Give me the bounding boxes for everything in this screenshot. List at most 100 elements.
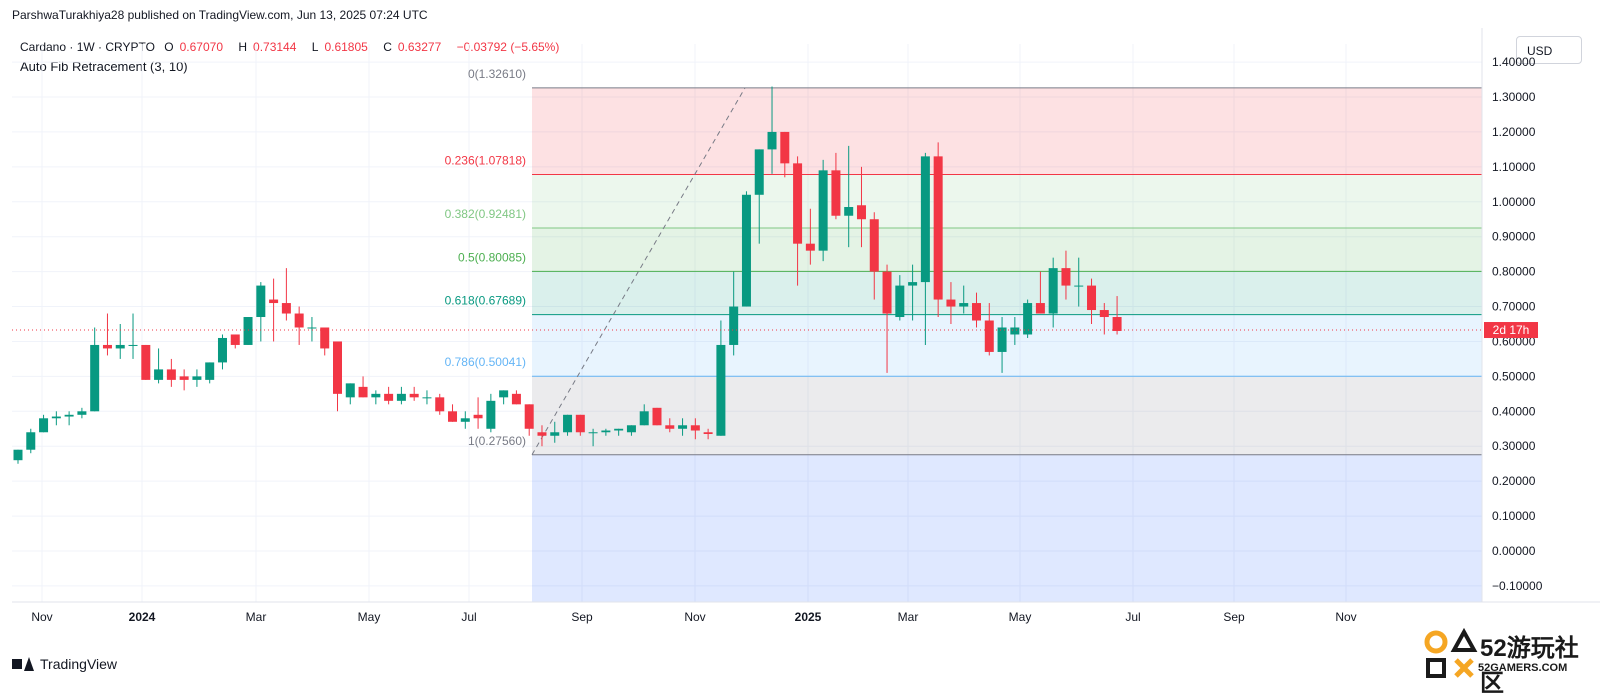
candle-body [1048, 268, 1058, 314]
candle-body [972, 303, 981, 321]
candle-body [601, 430, 611, 433]
candle-body [448, 411, 458, 422]
candle-body [409, 393, 419, 398]
tradingview-logo-text: TradingView [40, 656, 118, 672]
candle-body [537, 432, 547, 436]
candle-body [217, 337, 227, 363]
candle-body [908, 282, 918, 286]
candle [1099, 303, 1109, 335]
price-chart[interactable]: 0(1.32610) 0.236(1.07818) 0.382(0.92481) 0.… [0, 0, 1600, 684]
candle [831, 152, 841, 220]
candle [13, 449, 23, 464]
candle-body [665, 425, 675, 429]
candle [51, 411, 61, 426]
candle-body [1074, 285, 1084, 287]
candle-body [473, 414, 483, 419]
low-value: 0.61805 [324, 40, 368, 54]
candle-body [64, 414, 74, 417]
candle [984, 303, 994, 356]
candle [473, 397, 483, 429]
candle [460, 411, 470, 429]
fib-trend-line [531, 87, 746, 456]
price-tick-label: 1.10000 [1492, 160, 1536, 174]
time-tick-label: Nov [31, 610, 52, 624]
candle-body [639, 411, 649, 426]
currency-button[interactable]: USD [1516, 36, 1582, 64]
candle [972, 292, 981, 328]
last-price-badge: 2d 17h [1484, 322, 1538, 339]
price-tick-label: 1.20000 [1492, 125, 1536, 139]
candle-body [141, 344, 151, 380]
indicator-label[interactable]: Auto Fib Retracement (3, 10) [20, 59, 188, 74]
candle [307, 317, 317, 342]
candle [281, 268, 291, 321]
fib-level-label: 0(1.32610) [468, 67, 526, 81]
candle-body [550, 432, 560, 436]
candle-body [1099, 310, 1109, 318]
candle [716, 320, 726, 436]
time-tick-label: Sep [1223, 610, 1245, 624]
candle [64, 411, 74, 426]
candle [626, 425, 636, 436]
price-tick-label: 0.80000 [1492, 265, 1536, 279]
candle [90, 327, 100, 412]
candle [933, 142, 943, 318]
candle [639, 404, 649, 426]
price-tick-label: 0.40000 [1492, 404, 1536, 418]
candle-body [614, 428, 624, 431]
candle-body [115, 344, 125, 349]
candle [754, 149, 764, 244]
time-tick-label: Mar [246, 610, 267, 624]
candle [396, 386, 406, 405]
low-label: L [311, 40, 319, 54]
candle-body [230, 334, 240, 345]
close-value: 0.63277 [397, 40, 442, 54]
candle-body [396, 393, 406, 401]
candle [499, 390, 509, 405]
candle [1074, 257, 1084, 307]
candle-body [511, 393, 521, 405]
candle-body [192, 376, 202, 380]
candle-body [294, 313, 304, 328]
close-label: C [383, 40, 392, 54]
candle-body [793, 163, 803, 244]
candle [39, 414, 49, 433]
candle-body [563, 414, 573, 433]
candle-body [1035, 303, 1045, 314]
candle [563, 414, 573, 436]
candle [256, 282, 266, 342]
symbol-label[interactable]: Cardano · 1W · CRYPTO [20, 40, 155, 54]
candle-body [320, 327, 330, 349]
watermark-icon [1424, 627, 1478, 678]
candle-body [1023, 303, 1033, 335]
candle-body [652, 407, 662, 426]
candle [946, 282, 956, 324]
candle-body [1112, 317, 1122, 331]
candle [729, 271, 739, 356]
candle [1087, 278, 1097, 324]
fib-band [532, 376, 1482, 455]
watermark-subtext: 52GAMERS.COM [1478, 662, 1568, 674]
time-tick-label: Jul [461, 610, 476, 624]
price-tick-label: 0.00000 [1492, 544, 1536, 558]
candle [908, 264, 918, 321]
candle [486, 393, 496, 433]
candle-body [13, 449, 23, 461]
candle-body [1061, 268, 1071, 286]
candle [384, 386, 394, 405]
candle [793, 156, 803, 286]
tradingview-logo[interactable]: TradingView [12, 656, 117, 672]
candle [1048, 257, 1058, 328]
candle [767, 86, 777, 174]
candle [920, 152, 930, 345]
time-tick-label: Sep [571, 610, 593, 624]
candle-body [575, 414, 585, 433]
candle [1035, 271, 1045, 314]
candle-body [729, 306, 739, 345]
price-tick-label: 1.40000 [1492, 55, 1536, 69]
time-tick-label: 2024 [129, 610, 156, 624]
price-tick-label: 0.50000 [1492, 369, 1536, 383]
open-label: O [164, 40, 174, 54]
candle [448, 404, 458, 422]
candle-body [1087, 285, 1097, 311]
